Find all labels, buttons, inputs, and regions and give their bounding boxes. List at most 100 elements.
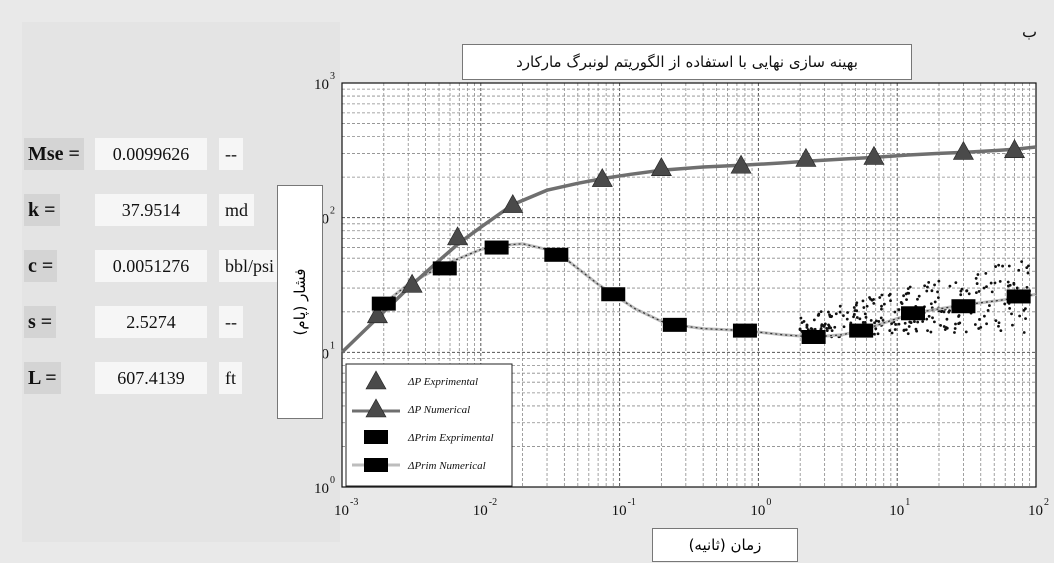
- x-tick-exponent: -2: [489, 497, 497, 508]
- prim-experimental-marker: [601, 287, 626, 302]
- noise-dot: [799, 316, 803, 320]
- noise-dot: [936, 290, 939, 294]
- noise-dot: [897, 308, 901, 311]
- prim-experimental-marker: [901, 306, 926, 321]
- noise-dot: [855, 309, 859, 313]
- noise-dot: [926, 285, 929, 289]
- noise-dot: [942, 310, 946, 314]
- noise-dot: [825, 329, 829, 333]
- noise-dot: [889, 299, 892, 303]
- noise-dot: [925, 289, 929, 293]
- noise-dot: [865, 304, 869, 308]
- noise-dot: [868, 296, 871, 299]
- legend-entry: ΔPrim Numerical: [407, 460, 486, 472]
- dp-experimental-marker: [591, 167, 613, 187]
- noise-dot: [893, 310, 897, 314]
- noise-dot: [929, 330, 933, 334]
- noise-dot: [927, 314, 931, 318]
- dp-experimental-marker: [952, 140, 974, 160]
- noise-dot: [1008, 306, 1012, 310]
- dp-experimental-marker: [795, 147, 817, 167]
- noise-dot: [855, 301, 859, 305]
- noise-dot: [805, 324, 809, 328]
- noise-dot: [842, 325, 846, 329]
- noise-dot: [1022, 331, 1026, 334]
- noise-dot: [913, 320, 916, 324]
- param-label-k: k =: [24, 194, 60, 226]
- noise-dot: [932, 320, 936, 324]
- noise-dot: [1026, 271, 1030, 275]
- y-tick-label: 10: [314, 77, 329, 93]
- noise-dot: [842, 314, 845, 318]
- noise-dot: [965, 289, 969, 293]
- noise-dot: [862, 306, 866, 309]
- noise-dot: [1011, 323, 1014, 327]
- param-unit-c: bbl/psi: [219, 250, 281, 282]
- legend-entry: ΔP Exprimental: [407, 376, 478, 388]
- y-tick-exponent: 0: [330, 475, 335, 486]
- noise-dot: [872, 297, 875, 301]
- prim-experimental-marker: [801, 329, 826, 344]
- noise-dot: [914, 327, 918, 331]
- noise-dot: [816, 313, 820, 317]
- dp-experimental-marker: [730, 154, 752, 174]
- noise-dot: [904, 328, 908, 332]
- noise-dot: [975, 282, 979, 285]
- x-tick-label: 10: [889, 503, 904, 519]
- noise-dot: [887, 294, 891, 297]
- noise-dot: [954, 322, 957, 326]
- noise-dot: [875, 319, 878, 323]
- noise-dot: [872, 302, 876, 305]
- noise-dot: [999, 329, 1003, 333]
- noise-dot: [940, 310, 943, 313]
- chart-title: بهینه سازی نهایی با استفاده از الگوریتم …: [462, 44, 912, 80]
- noise-dot: [993, 281, 997, 285]
- noise-dot: [921, 320, 925, 323]
- noise-dot: [827, 310, 830, 314]
- noise-dot: [888, 329, 892, 332]
- param-unit-mse: --: [219, 138, 243, 170]
- noise-dot: [902, 328, 906, 332]
- x-tick-label: 10: [750, 503, 765, 519]
- noise-dot: [916, 297, 919, 301]
- prim-experimental-marker: [732, 323, 757, 338]
- noise-dot: [864, 315, 868, 319]
- noise-dot: [985, 285, 988, 289]
- param-value-c: 0.0051276: [95, 250, 207, 282]
- noise-dot: [881, 318, 885, 322]
- dp-experimental-marker: [1003, 139, 1026, 158]
- param-unit-k: md: [219, 194, 255, 226]
- noise-dot: [931, 316, 934, 320]
- x-tick-exponent: 1: [905, 497, 910, 508]
- noise-dot: [1006, 280, 1010, 284]
- dp-experimental-marker: [401, 273, 423, 293]
- noise-dot: [829, 326, 833, 330]
- noise-dot: [926, 329, 929, 333]
- noise-dot: [852, 313, 856, 316]
- noise-dot: [880, 307, 883, 311]
- param-unit-s: --: [219, 306, 243, 338]
- noise-dot: [1022, 308, 1026, 312]
- noise-dot: [1012, 281, 1016, 285]
- noise-dot: [879, 316, 883, 320]
- noise-dot: [861, 321, 865, 324]
- noise-dot: [933, 283, 936, 287]
- legend-marker-square: [364, 458, 388, 472]
- dp-experimental-marker: [863, 145, 885, 165]
- noise-dot: [988, 304, 991, 307]
- noise-dot: [1006, 284, 1010, 288]
- noise-dot: [802, 320, 806, 323]
- noise-dot: [906, 332, 910, 336]
- param-value-l: 607.4139: [95, 362, 207, 394]
- noise-dot: [894, 323, 897, 326]
- x-tick-label: 10: [1028, 503, 1043, 519]
- noise-dot: [838, 310, 842, 314]
- noise-dot: [953, 327, 957, 330]
- y-axis-label: فشار (پام): [291, 268, 309, 336]
- noise-dot: [906, 287, 910, 291]
- noise-dot: [974, 276, 978, 280]
- noise-dot: [1027, 264, 1030, 268]
- noise-dot: [1001, 264, 1004, 268]
- noise-dot: [1024, 317, 1027, 321]
- noise-dot: [982, 314, 986, 318]
